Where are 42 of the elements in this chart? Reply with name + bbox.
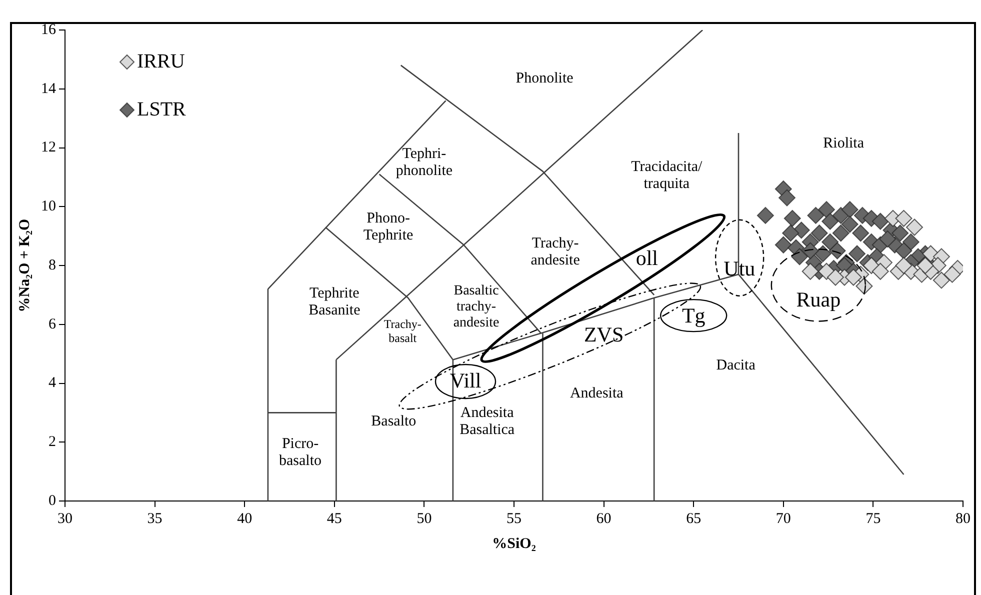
x-axis-title: %SiO₂: [492, 536, 536, 552]
annotation: Riolita: [823, 135, 864, 152]
y-tick-label: 4: [48, 375, 56, 392]
y-tick-label: 2: [48, 434, 56, 450]
x-tick-label: 75: [866, 510, 881, 527]
annotation: Trachy- basalt: [384, 316, 422, 345]
annotation: Andesita Basaltica: [460, 404, 515, 438]
y-tick-label: 12: [41, 140, 56, 156]
x-tick-label: 70: [776, 510, 791, 527]
annotation: Andesita: [570, 385, 624, 402]
annotation: Basaltic trachy- andesite: [453, 283, 500, 330]
legend-label: IRRU: [137, 50, 186, 72]
y-tick-label: 10: [41, 198, 56, 215]
y-tick-label: 16: [41, 22, 56, 38]
annotation: Tracidacita/ traquita: [631, 159, 704, 192]
x-tick-label: 35: [147, 510, 162, 527]
annotation: Tg: [682, 304, 706, 328]
annotation: Tephrite Basanite: [308, 286, 361, 319]
annotation: Phono- Tephrite: [363, 210, 414, 244]
y-tick-label: 0: [48, 492, 56, 509]
annotation: Trachy- andesite: [530, 236, 580, 269]
y-axis-title: %Na₂O + K₂O: [16, 218, 33, 312]
annotation: Dacita: [716, 358, 756, 374]
annotation: ZVS: [584, 322, 624, 347]
x-tick-label: 60: [596, 510, 612, 527]
y-tick-label: 8: [48, 257, 56, 274]
x-tick-label: 55: [506, 510, 522, 527]
annotation: Basalto: [371, 413, 416, 430]
x-tick-label: 30: [58, 510, 72, 527]
x-tick-label: 45: [326, 510, 342, 527]
annotation: Ruap: [796, 287, 841, 312]
x-tick-label: 65: [686, 510, 702, 527]
y-tick-label: 14: [41, 80, 56, 97]
annotation: Phonolite: [516, 70, 574, 87]
x-tick-label: 40: [237, 510, 252, 527]
annotation: Picro- basalto: [279, 436, 322, 469]
annotation: oll: [636, 246, 658, 270]
x-tick-label: 50: [416, 510, 432, 527]
annotation: Tephri- phonolite: [396, 146, 453, 179]
y-tick-label: 6: [48, 316, 56, 332]
legend-label: LSTR: [137, 98, 187, 120]
x-tick-label: 80: [956, 510, 970, 527]
